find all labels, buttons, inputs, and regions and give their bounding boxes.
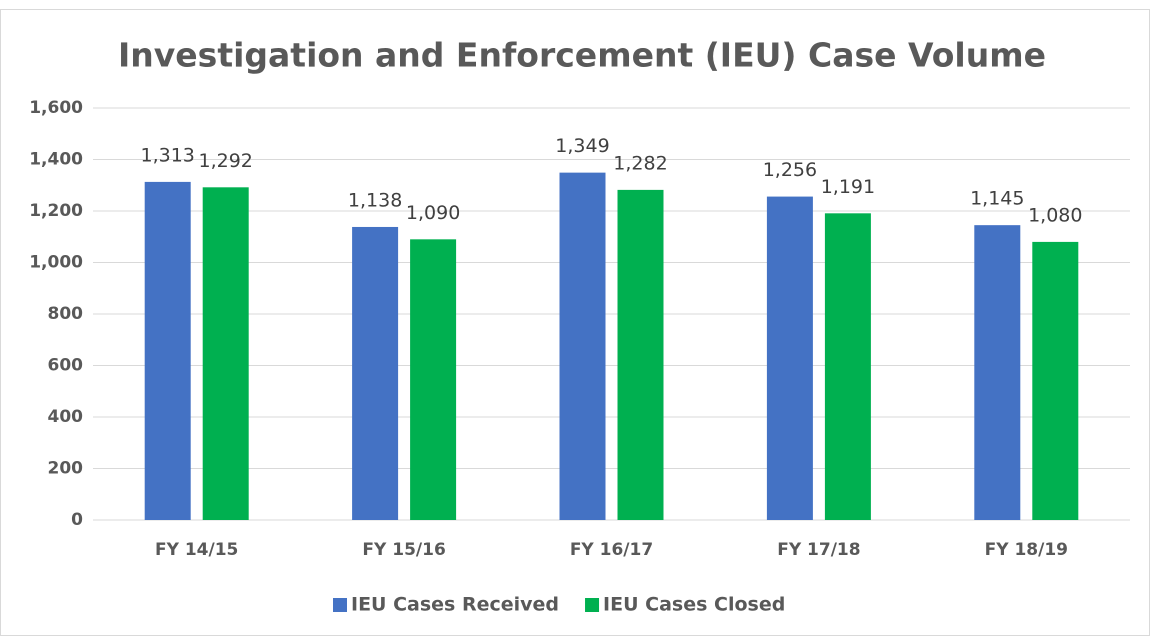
- data-label: 1,145: [970, 188, 1024, 210]
- y-tick-label: 0: [71, 510, 83, 530]
- data-label: 1,349: [555, 135, 609, 157]
- bar: [617, 189, 664, 520]
- bar: [202, 187, 249, 520]
- data-label: 1,256: [763, 159, 817, 181]
- bar: [144, 181, 191, 520]
- data-label: 1,191: [821, 176, 875, 198]
- chart-title: Investigation and Enforcement (IEU) Case…: [118, 36, 1046, 75]
- bar: [410, 239, 457, 520]
- legend-label: IEU Cases Received: [351, 594, 559, 616]
- legend-swatch: [333, 598, 347, 612]
- y-tick-label: 800: [48, 304, 84, 324]
- legend-swatch: [585, 598, 600, 612]
- bar: [766, 196, 813, 520]
- bar: [1032, 241, 1079, 520]
- y-tick-label: 1,400: [29, 150, 83, 170]
- legend-label: IEU Cases Closed: [603, 594, 785, 616]
- data-label: 1,282: [613, 152, 667, 174]
- bar: [559, 172, 606, 520]
- data-label: 1,080: [1028, 204, 1082, 226]
- bar: [824, 213, 871, 520]
- y-tick-label: 200: [48, 459, 84, 479]
- y-tick-label: 1,000: [29, 253, 83, 273]
- x-tick-label: FY 14/15: [155, 540, 238, 560]
- y-tick-label: 600: [48, 356, 84, 376]
- data-label: 1,313: [140, 144, 194, 166]
- data-label: 1,292: [198, 150, 252, 172]
- y-tick-label: 400: [48, 407, 84, 427]
- x-tick-label: FY 16/17: [570, 540, 653, 560]
- bar: [974, 225, 1021, 520]
- x-tick-label: FY 15/16: [362, 540, 445, 560]
- x-tick-label: FY 17/18: [777, 540, 860, 560]
- y-tick-label: 1,200: [29, 201, 83, 221]
- x-tick-label: FY 18/19: [985, 540, 1068, 560]
- data-label: 1,138: [348, 189, 402, 211]
- data-label: 1,090: [406, 202, 460, 224]
- y-tick-label: 1,600: [29, 98, 83, 118]
- bar: [352, 226, 399, 520]
